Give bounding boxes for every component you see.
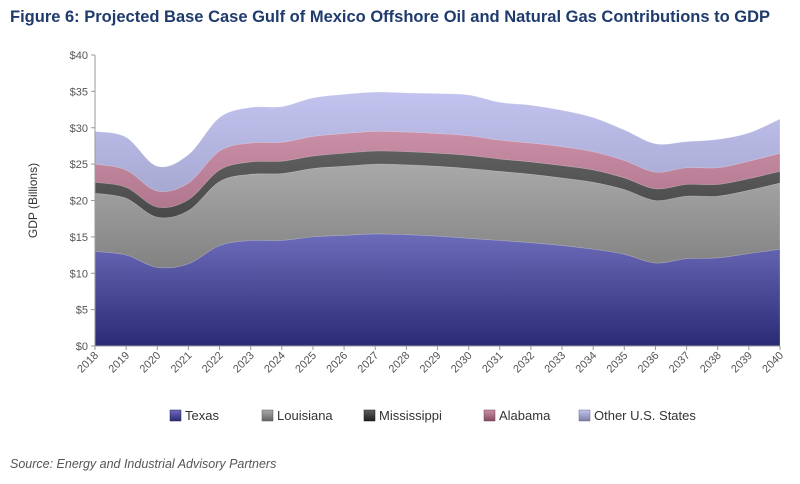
x-tick-label: 2037 <box>667 350 693 376</box>
legend-swatch <box>578 409 591 422</box>
x-tick-label: 2025 <box>293 350 319 376</box>
legend-swatch <box>363 409 376 422</box>
y-tick-label: $10 <box>70 268 88 280</box>
x-tick-label: 2035 <box>605 350 631 376</box>
source-note: Source: Energy and Industrial Advisory P… <box>10 457 277 471</box>
y-tick-label: $25 <box>70 159 88 171</box>
x-tick-label: 2032 <box>511 350 537 376</box>
y-tick-label: $30 <box>70 123 88 135</box>
x-tick-label: 2029 <box>418 350 444 376</box>
y-tick-label: $35 <box>70 86 88 98</box>
y-tick-label: $15 <box>70 232 88 244</box>
x-tick-label: 2020 <box>138 350 164 376</box>
x-tick-label: 2021 <box>169 350 195 376</box>
legend-label: Mississippi <box>379 408 442 423</box>
x-tick-label: 2019 <box>106 350 132 376</box>
y-tick-label: $5 <box>76 305 88 317</box>
y-axis-title: GDP (Billions) <box>26 163 40 238</box>
x-tick-label: 2018 <box>75 350 101 376</box>
legend-label: Other U.S. States <box>594 408 696 423</box>
y-tick-label: $20 <box>70 196 88 208</box>
x-tick-label: 2031 <box>480 350 506 376</box>
x-tick-label: 2036 <box>636 350 662 376</box>
x-tick-label: 2026 <box>324 350 350 376</box>
legend-swatch <box>261 409 274 422</box>
legend-label: Alabama <box>499 408 551 423</box>
series-area-texas <box>94 233 781 347</box>
figure-title: Figure 6: Projected Base Case Gulf of Me… <box>10 8 771 26</box>
y-tick-label: $40 <box>70 50 88 62</box>
x-tick-label: 2040 <box>760 350 786 376</box>
legend-swatch <box>483 409 496 422</box>
legend-swatch <box>169 409 182 422</box>
x-tick-label: 2028 <box>387 350 413 376</box>
x-tick-label: 2038 <box>698 350 724 376</box>
x-tick-label: 2024 <box>262 350 288 376</box>
x-tick-label: 2033 <box>542 350 568 376</box>
x-tick-label: 2027 <box>356 350 382 376</box>
x-tick-label: 2030 <box>449 350 475 376</box>
x-tick-label: 2023 <box>231 350 257 376</box>
legend-label: Texas <box>185 408 219 423</box>
legend-label: Louisiana <box>277 408 333 423</box>
x-tick-label: 2039 <box>729 350 755 376</box>
x-tick-label: 2022 <box>200 350 226 376</box>
y-tick-label: $0 <box>76 341 88 353</box>
x-tick-label: 2034 <box>574 350 600 376</box>
